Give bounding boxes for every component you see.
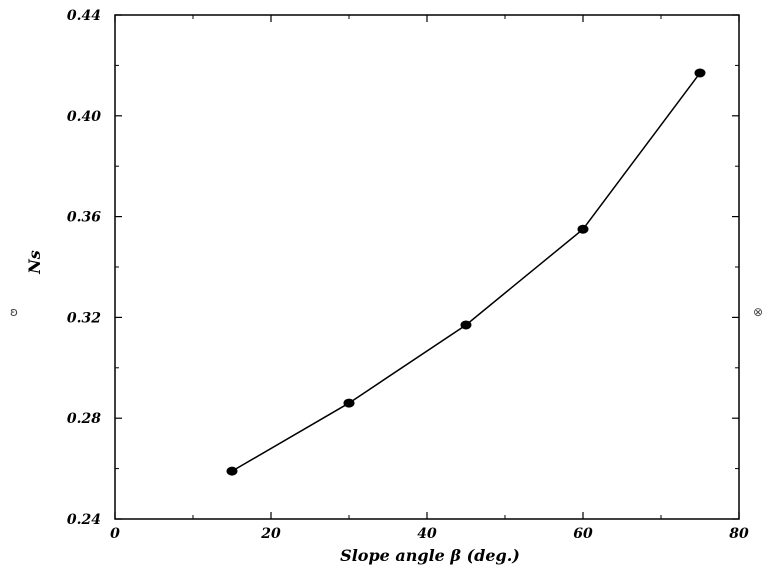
stray-mark-right: ⊗ [753, 305, 763, 319]
data-point [343, 398, 355, 408]
x-tick-label: 80 [729, 526, 749, 542]
data-point [226, 466, 238, 476]
x-tick-label: 0 [110, 526, 120, 542]
y-tick-label: 0.40 [67, 109, 101, 125]
stray-mark-top-left: ˘ [35, 0, 41, 11]
plot-frame [114, 14, 740, 520]
x-tick-label: 60 [573, 526, 593, 542]
data-point [577, 224, 589, 234]
x-tick-label: 20 [260, 526, 281, 542]
y-tick-label: 0.32 [67, 310, 101, 326]
x-axis-ticks: 0 20 40 60 80 [110, 15, 749, 542]
y-tick-label: 0.24 [67, 512, 101, 528]
y-tick-label: 0.44 [67, 8, 101, 24]
stray-mark-left: ʚ [10, 305, 18, 319]
series-line [231, 72, 701, 472]
y-axis-title: Ns [25, 250, 44, 275]
data-point [460, 320, 472, 330]
y-axis-ticks: 0.24 0.28 0.32 0.36 0.40 0.44 [67, 8, 739, 528]
stray-mark-top-right: ˘ [709, 0, 715, 11]
data-point [694, 68, 706, 78]
y-tick-label: 0.28 [67, 411, 101, 427]
x-axis-title: Slope angle β (deg.) [340, 546, 520, 565]
y-tick-label: 0.36 [67, 210, 101, 226]
stray-mark-top-center: ˘ [382, 0, 388, 11]
x-tick-label: 40 [417, 526, 437, 542]
series-group [226, 68, 706, 476]
